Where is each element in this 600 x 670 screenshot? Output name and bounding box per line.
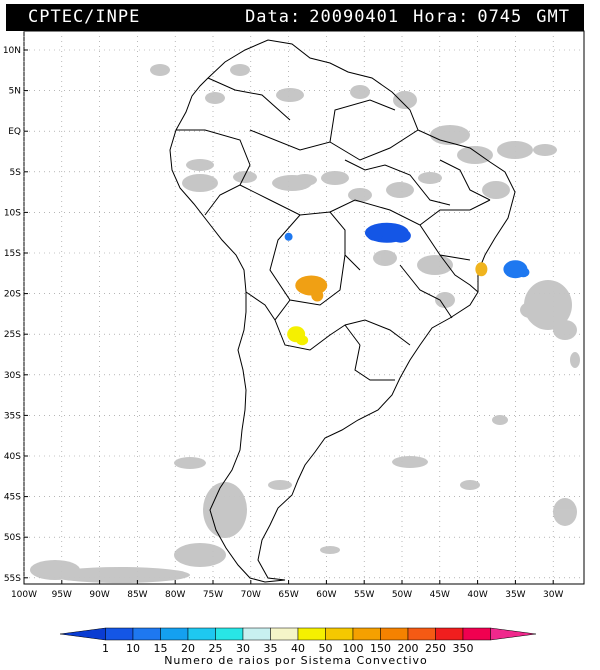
latitude-labels: 10N 5N EQ 5S 10S 15S 20S 25S 30S 35S 40S 45S 50S 55S (3, 46, 28, 584)
convective-system-argentina-north (287, 326, 309, 346)
lon-tick-label: 45W (430, 590, 450, 600)
lon-tick-label: 85W (127, 590, 147, 600)
legend-swatch (187, 627, 216, 641)
lon-tick-label: 35W (505, 590, 525, 600)
lat-tick-label: 5N (9, 87, 21, 97)
legend-value-label: 20 (181, 642, 195, 655)
lat-tick-label: 30S (4, 371, 21, 381)
legend-swatch (407, 627, 436, 641)
convective-cell (390, 228, 411, 243)
convective-cell (475, 262, 488, 277)
convective-system-central-brazil (364, 222, 411, 243)
lat-tick-label: 40S (4, 452, 21, 462)
convective-cell (284, 232, 293, 241)
legend-value-label: 350 (453, 642, 474, 655)
convective-system-mato-grosso-small (284, 232, 293, 241)
legend-value-label: 150 (370, 642, 391, 655)
time-zone: GMT (536, 7, 570, 27)
convective-system-atlantic-east (503, 260, 530, 279)
lon-tick-label: 40W (467, 590, 487, 600)
legend-value-label: 25 (209, 642, 223, 655)
convective-system-bahia-coast (475, 262, 488, 277)
legend-title: Numero de raios por Sistema Convectivo (164, 654, 428, 667)
legend-swatch (160, 627, 189, 641)
lat-tick-label: 10N (3, 46, 21, 56)
lat-tick-label: 25S (4, 330, 21, 340)
lon-tick-label: 70W (241, 590, 261, 600)
date-value: 20090401 (309, 7, 400, 27)
time-label: Hora: (413, 7, 470, 27)
legend-swatch (325, 627, 354, 641)
legend-value-label: 200 (398, 642, 419, 655)
lat-tick-label: 10S (4, 208, 21, 218)
legend-value-label: 100 (343, 642, 364, 655)
map-grid (23, 31, 584, 584)
lon-tick-label: 50W (392, 590, 412, 600)
lat-tick-label: 35S (4, 411, 21, 421)
legend-swatch (59, 627, 106, 641)
legend-swatch (270, 627, 299, 641)
convective-system-bolivia-paraguay (295, 275, 328, 302)
color-legend: Numero de raios por Sistema Convectivo 1… (59, 627, 537, 667)
legend-swatch (105, 627, 134, 641)
map-header: CPTEC/INPE Data: 20090401 Hora: 0745 GMT (6, 4, 584, 31)
lon-tick-label: 90W (89, 590, 109, 600)
legend-swatch (297, 627, 326, 641)
legend-swatch (462, 627, 491, 641)
legend-swatch (242, 627, 271, 641)
legend-value-label: 35 (264, 642, 278, 655)
legend-value-label: 30 (236, 642, 250, 655)
legend-value-label: 10 (126, 642, 140, 655)
legend-swatch (380, 627, 409, 641)
legend-swatch (352, 627, 381, 641)
legend-swatch (215, 627, 244, 641)
lon-tick-label: 30W (543, 590, 563, 600)
convective-cell (366, 228, 383, 241)
lat-tick-label: 55S (4, 574, 21, 584)
lon-tick-label: 80W (165, 590, 185, 600)
south-america-outline (169, 39, 516, 583)
lat-tick-label: 15S (4, 249, 21, 259)
time-value: 0745 (477, 7, 523, 27)
convective-cell (295, 275, 328, 296)
lon-tick-label: 95W (52, 590, 72, 600)
legend-value-label: 50 (319, 642, 333, 655)
date-label: Data: (245, 7, 302, 27)
legend-swatch (435, 627, 464, 641)
lon-tick-label: 65W (278, 590, 298, 600)
source-label: CPTEC/INPE (28, 7, 141, 27)
convective-systems (284, 222, 530, 346)
lat-tick-label: 20S (4, 290, 21, 300)
datetime-label: Data: 20090401 Hora: 0745 GMT (231, 4, 570, 31)
lon-tick-label: 60W (316, 590, 336, 600)
lon-tick-label: 100W (11, 590, 37, 600)
legend-value-label: 15 (154, 642, 168, 655)
lat-tick-label: 5S (10, 168, 22, 178)
legend-value-label: 250 (425, 642, 446, 655)
lon-tick-label: 75W (203, 590, 223, 600)
legend-value-label: 40 (291, 642, 305, 655)
convective-cell (517, 267, 530, 278)
legend-swatch (490, 627, 537, 641)
legend-swatch (132, 627, 161, 641)
lat-tick-label: 50S (4, 533, 21, 543)
lat-tick-label: EQ (8, 127, 21, 137)
map-frame (23, 30, 585, 585)
lat-tick-label: 45S (4, 493, 21, 503)
lon-tick-label: 55W (354, 590, 374, 600)
convective-cell (311, 289, 324, 302)
convective-cell (296, 335, 309, 346)
legend-value-label: 1 (102, 642, 109, 655)
longitude-labels: 100W 95W 90W 85W 80W 75W 70W 65W 60W 55W 50W 45W 40W… (11, 580, 563, 600)
